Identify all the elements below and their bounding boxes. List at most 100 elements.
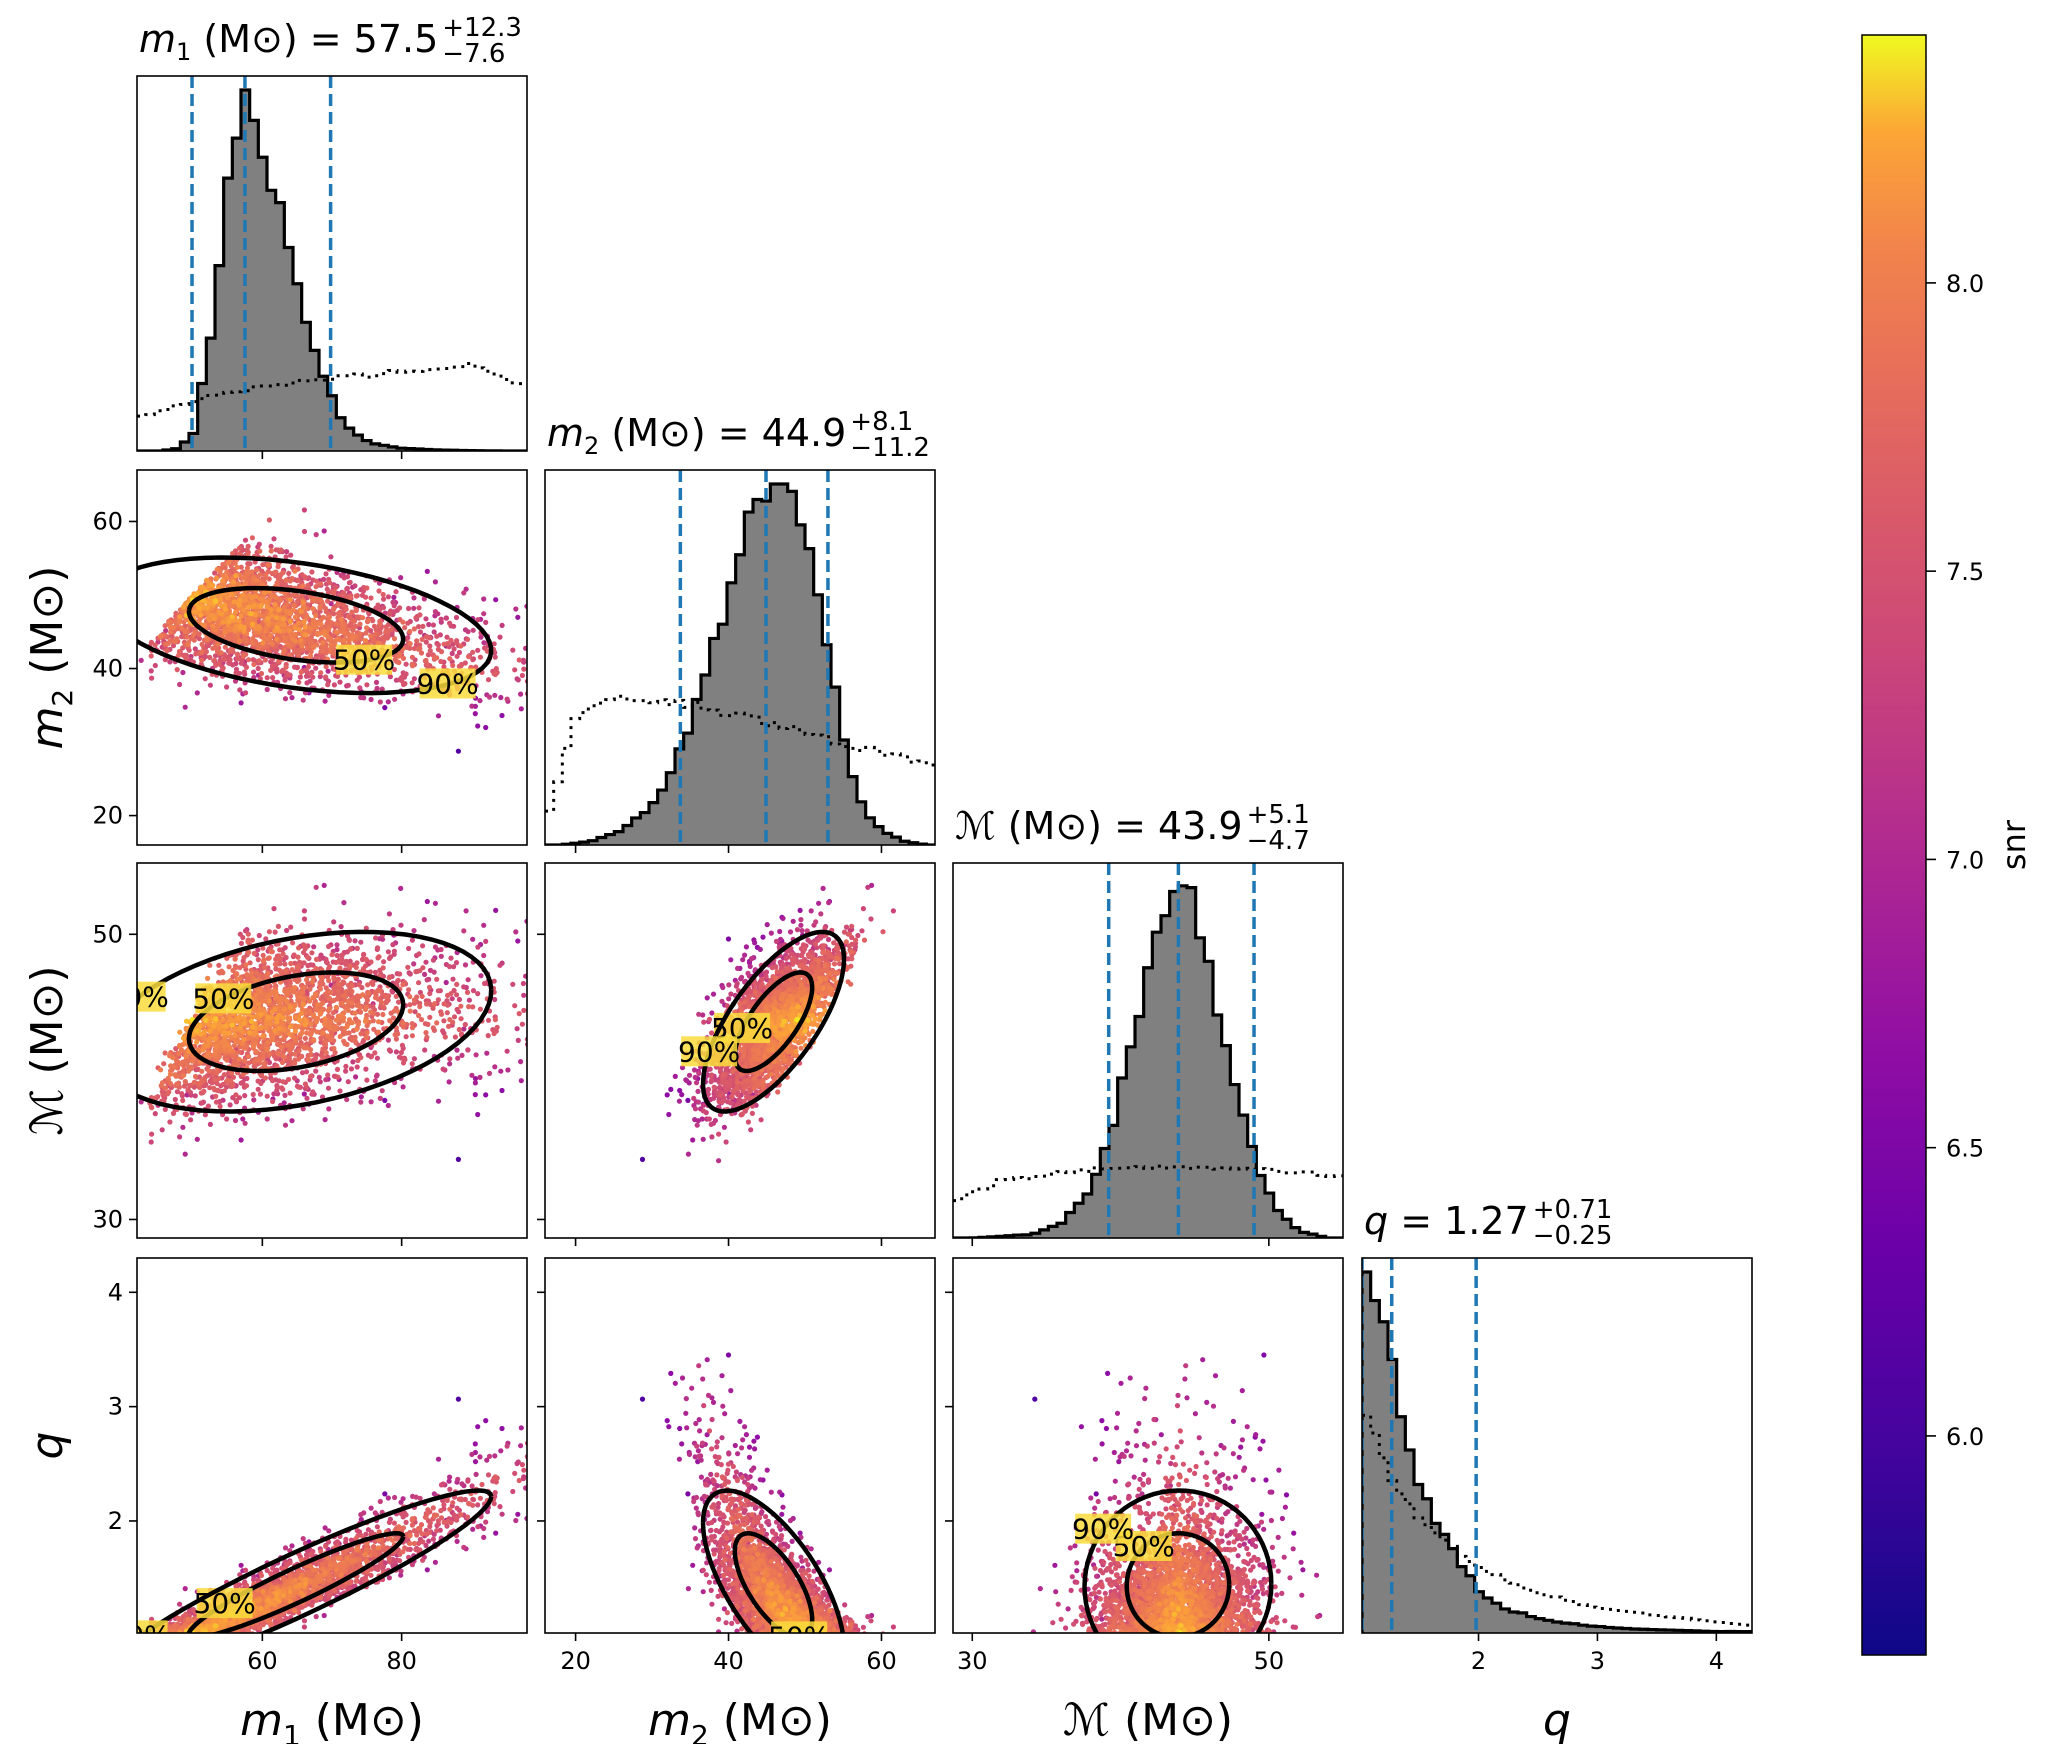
- sample-point: [184, 634, 190, 640]
- sample-point: [510, 647, 516, 653]
- sample-point: [499, 712, 505, 719]
- sample-point: [438, 616, 444, 622]
- sample-point: [273, 993, 280, 999]
- sample-point: [170, 1110, 177, 1116]
- sample-point: [260, 945, 266, 951]
- sample-point: [477, 1006, 483, 1012]
- sample-point: [398, 922, 404, 928]
- sample-point: [192, 628, 199, 634]
- sample-point: [273, 636, 280, 642]
- sample-point: [374, 635, 381, 642]
- sample-point: [308, 639, 314, 645]
- sample-point: [449, 996, 455, 1002]
- sample-point: [158, 1067, 164, 1073]
- sample-point: [192, 1093, 198, 1099]
- sample-point: [357, 1004, 363, 1011]
- sample-point: [290, 564, 296, 571]
- sample-point: [358, 694, 364, 701]
- sample-point: [301, 528, 308, 535]
- sample-point: [443, 979, 449, 986]
- sample-point: [373, 627, 379, 633]
- sample-point: [450, 662, 456, 669]
- sample-point: [265, 643, 271, 649]
- sample-point: [300, 697, 306, 703]
- sample-point: [292, 1051, 298, 1057]
- sample-point: [265, 620, 272, 626]
- sample-point: [456, 996, 462, 1003]
- sample-point: [218, 595, 224, 602]
- sample-point: [343, 958, 349, 964]
- sample-point: [377, 699, 383, 705]
- sample-point: [456, 649, 462, 656]
- sample-point: [332, 642, 338, 648]
- sample-point: [246, 604, 252, 610]
- sample-point: [202, 676, 208, 682]
- sample-point: [168, 1063, 174, 1069]
- sample-point: [167, 619, 173, 625]
- sample-point: [411, 595, 417, 601]
- sample-point: [230, 1082, 236, 1088]
- sample-point: [236, 545, 243, 551]
- sample-point: [192, 1073, 199, 1080]
- sample-point: [357, 1009, 364, 1015]
- sample-point: [196, 631, 202, 638]
- sample-point: [253, 992, 259, 998]
- hist-bar: [275, 202, 285, 451]
- sample-point: [283, 954, 289, 961]
- sample-point: [244, 637, 250, 643]
- sample-point: [370, 1018, 376, 1024]
- sample-point: [348, 1066, 354, 1072]
- sample-point: [458, 643, 464, 649]
- sample-point: [264, 1046, 270, 1052]
- sample-point: [210, 1041, 216, 1047]
- sample-point: [237, 687, 243, 693]
- sample-point: [287, 628, 293, 634]
- sample-point: [512, 1003, 518, 1009]
- sample-point: [523, 973, 527, 979]
- sample-point: [159, 1127, 165, 1133]
- sample-point: [499, 622, 505, 629]
- sample-point: [343, 1063, 349, 1069]
- hist-bar: [310, 350, 320, 451]
- sample-point: [478, 634, 484, 640]
- sample-point: [443, 615, 449, 621]
- sample-point: [341, 900, 347, 906]
- sample-point: [236, 1049, 242, 1055]
- sample-point: [407, 994, 413, 1000]
- sample-point: [466, 997, 472, 1003]
- sample-point: [225, 560, 231, 566]
- sample-point: [249, 535, 255, 541]
- sample-point: [273, 615, 280, 621]
- hist-bar: [232, 138, 242, 451]
- sample-point: [282, 1092, 288, 1098]
- sample-point: [206, 1068, 212, 1074]
- sample-point: [295, 577, 301, 583]
- sample-point: [345, 1079, 351, 1085]
- sample-point: [370, 618, 376, 624]
- sample-point: [304, 1095, 310, 1101]
- sample-point: [373, 679, 380, 686]
- sample-point: [380, 1004, 387, 1010]
- sample-point: [240, 592, 246, 598]
- sample-point: [338, 1012, 344, 1018]
- sample-point: [390, 989, 396, 995]
- sample-point: [310, 1012, 317, 1018]
- sample-point: [302, 667, 308, 673]
- sample-point: [260, 640, 266, 646]
- sample-point: [463, 586, 469, 592]
- sample-point: [197, 1080, 203, 1086]
- sample-point: [235, 656, 241, 662]
- sample-point: [335, 981, 341, 987]
- sample-point: [339, 952, 345, 958]
- sample-point: [521, 992, 527, 998]
- sample-point: [240, 934, 246, 941]
- sample-point: [334, 942, 340, 948]
- sample-point: [254, 970, 260, 976]
- sample-point: [331, 985, 337, 991]
- sample-point: [320, 640, 326, 646]
- sample-point: [265, 970, 271, 976]
- sample-point: [354, 1064, 360, 1070]
- sample-point: [400, 1020, 406, 1026]
- sample-point: [456, 663, 462, 669]
